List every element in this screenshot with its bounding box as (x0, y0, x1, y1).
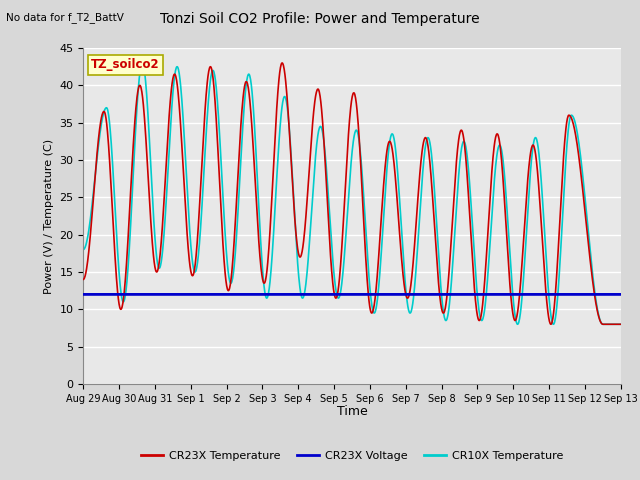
Text: TZ_soilco2: TZ_soilco2 (92, 58, 160, 71)
Text: No data for f_T2_BattV: No data for f_T2_BattV (6, 12, 124, 23)
Y-axis label: Power (V) / Temperature (C): Power (V) / Temperature (C) (44, 138, 54, 294)
Text: Tonzi Soil CO2 Profile: Power and Temperature: Tonzi Soil CO2 Profile: Power and Temper… (160, 12, 480, 26)
X-axis label: Time: Time (337, 405, 367, 418)
Legend: CR23X Temperature, CR23X Voltage, CR10X Temperature: CR23X Temperature, CR23X Voltage, CR10X … (136, 447, 568, 466)
